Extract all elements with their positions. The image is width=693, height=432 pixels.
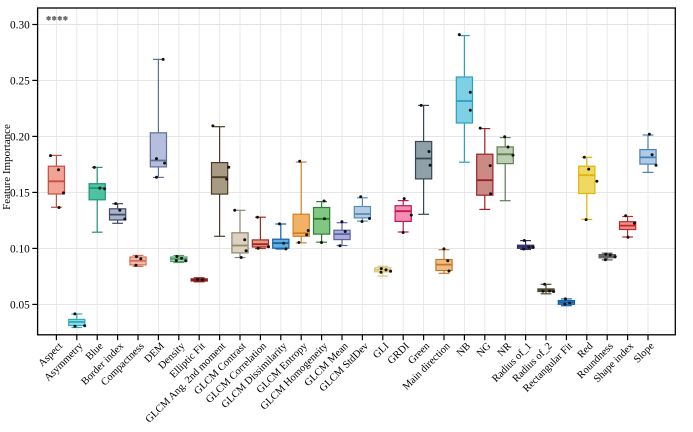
svg-text:0.15: 0.15 bbox=[10, 187, 30, 199]
svg-text:0.25: 0.25 bbox=[10, 75, 30, 87]
svg-text:0.10: 0.10 bbox=[10, 243, 30, 255]
svg-text:0.20: 0.20 bbox=[10, 131, 30, 143]
svg-text:0.05: 0.05 bbox=[10, 299, 30, 311]
svg-text:0.30: 0.30 bbox=[10, 19, 30, 31]
svg-text:Feature Importance: Feature Importance bbox=[1, 124, 13, 210]
